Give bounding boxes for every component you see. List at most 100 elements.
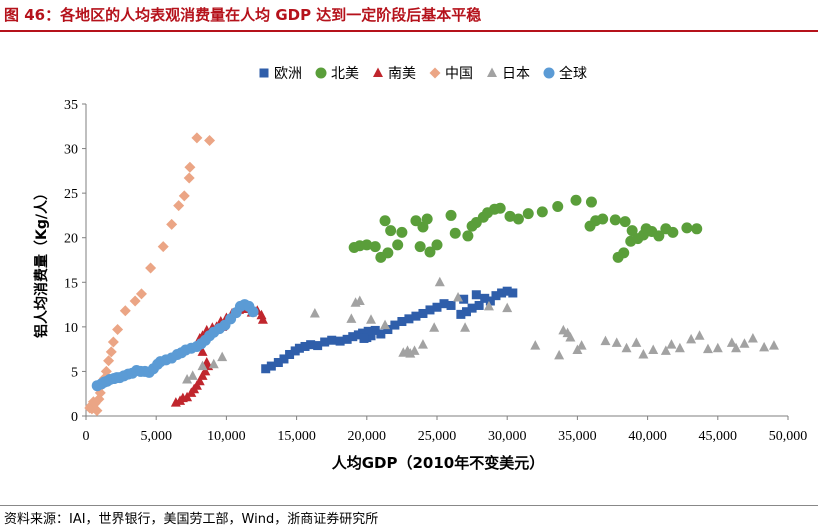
data-point: [157, 241, 169, 253]
source-divider: [0, 505, 818, 506]
legend-marker: [543, 67, 555, 79]
data-point: [768, 340, 779, 350]
data-point: [300, 341, 310, 351]
scatter-chart: 欧洲 北美 南美 中国 日本 全球 0 5 10 15 20 25 30 35 0 5,000 10,000…: [33, 65, 808, 472]
data-point: [313, 341, 323, 351]
data-point: [585, 196, 597, 208]
data-point: [359, 333, 369, 343]
data-point: [166, 218, 178, 230]
data-point: [119, 305, 131, 317]
data-point: [609, 214, 621, 226]
data-point: [660, 345, 671, 355]
title-divider: [0, 30, 818, 32]
series-0: [261, 286, 518, 374]
data-point: [327, 335, 337, 345]
legend-label: 南美: [388, 66, 416, 82]
data-point: [702, 343, 713, 354]
data-point: [491, 291, 501, 301]
data-point: [522, 208, 534, 220]
data-point: [178, 190, 190, 202]
x-tick-label: 50,000: [769, 429, 808, 444]
data-point: [449, 227, 461, 239]
data-point: [739, 338, 750, 348]
data-point: [456, 309, 466, 319]
data-point: [173, 200, 185, 212]
data-point: [497, 288, 507, 298]
data-point: [453, 291, 464, 302]
data-point: [411, 311, 421, 321]
series-4: [182, 276, 779, 384]
data-point: [320, 337, 330, 347]
data-point: [285, 349, 295, 359]
data-point: [554, 349, 565, 360]
data-point: [335, 336, 345, 346]
legend-label: 中国: [445, 66, 473, 82]
data-point: [424, 246, 436, 258]
data-point: [361, 239, 373, 251]
data-point: [565, 332, 576, 342]
data-point: [409, 345, 420, 355]
data-point: [621, 342, 632, 353]
legend-marker: [259, 68, 269, 78]
y-tick-label: 30: [64, 143, 78, 158]
data-point: [474, 300, 484, 310]
data-point: [502, 302, 513, 313]
data-point: [504, 210, 516, 222]
y-tick-label: 0: [71, 410, 78, 425]
legend-label: 欧洲: [274, 66, 302, 82]
data-point: [105, 346, 117, 358]
data-point: [691, 223, 703, 235]
data-point: [421, 213, 433, 225]
data-point: [731, 342, 742, 353]
data-point: [467, 303, 477, 313]
data-point: [261, 364, 271, 374]
data-point: [648, 344, 659, 355]
data-points: [84, 132, 779, 417]
data-point: [348, 332, 358, 342]
y-tick-label: 10: [64, 321, 78, 336]
x-tick-label: 10,000: [207, 429, 246, 444]
data-point: [342, 334, 352, 344]
data-point: [619, 216, 631, 228]
data-point: [674, 342, 685, 353]
legend-item-2: 南美: [373, 66, 416, 82]
data-point: [626, 225, 638, 237]
data-point: [182, 373, 193, 384]
data-point: [653, 230, 665, 242]
legend-item-4: 日本: [487, 66, 530, 82]
data-point: [576, 340, 587, 350]
data-point: [194, 375, 205, 386]
data-point: [483, 300, 494, 311]
legend-label: 日本: [502, 66, 530, 82]
legend-item-1: 北美: [315, 66, 359, 82]
legend-item-5: 全球: [543, 65, 587, 82]
data-point: [611, 337, 622, 347]
data-point: [425, 305, 435, 315]
data-point: [103, 355, 115, 367]
data-point: [434, 276, 445, 287]
data-point: [107, 336, 119, 348]
data-point: [431, 239, 443, 251]
data-point: [530, 340, 541, 350]
y-tick-label: 15: [64, 276, 78, 291]
x-tick-label: 35,000: [558, 429, 597, 444]
data-point: [145, 262, 157, 274]
data-point: [183, 172, 195, 184]
data-point: [294, 343, 304, 353]
data-point: [354, 295, 365, 306]
data-point: [397, 317, 407, 327]
x-tick-label: 30,000: [488, 429, 527, 444]
x-tick-label: 20,000: [348, 429, 387, 444]
y-tick-label: 35: [64, 98, 78, 113]
series-1: [348, 194, 703, 263]
data-point: [405, 348, 416, 358]
data-point: [383, 325, 393, 335]
x-tick-label: 5,000: [140, 429, 172, 444]
data-point: [439, 299, 449, 309]
data-point: [502, 286, 512, 296]
y-axis: 0 5 10 15 20 25 30 35: [64, 98, 87, 425]
data-point: [417, 339, 428, 349]
data-point: [309, 307, 320, 318]
data-point: [184, 161, 196, 173]
data-point: [536, 206, 548, 218]
